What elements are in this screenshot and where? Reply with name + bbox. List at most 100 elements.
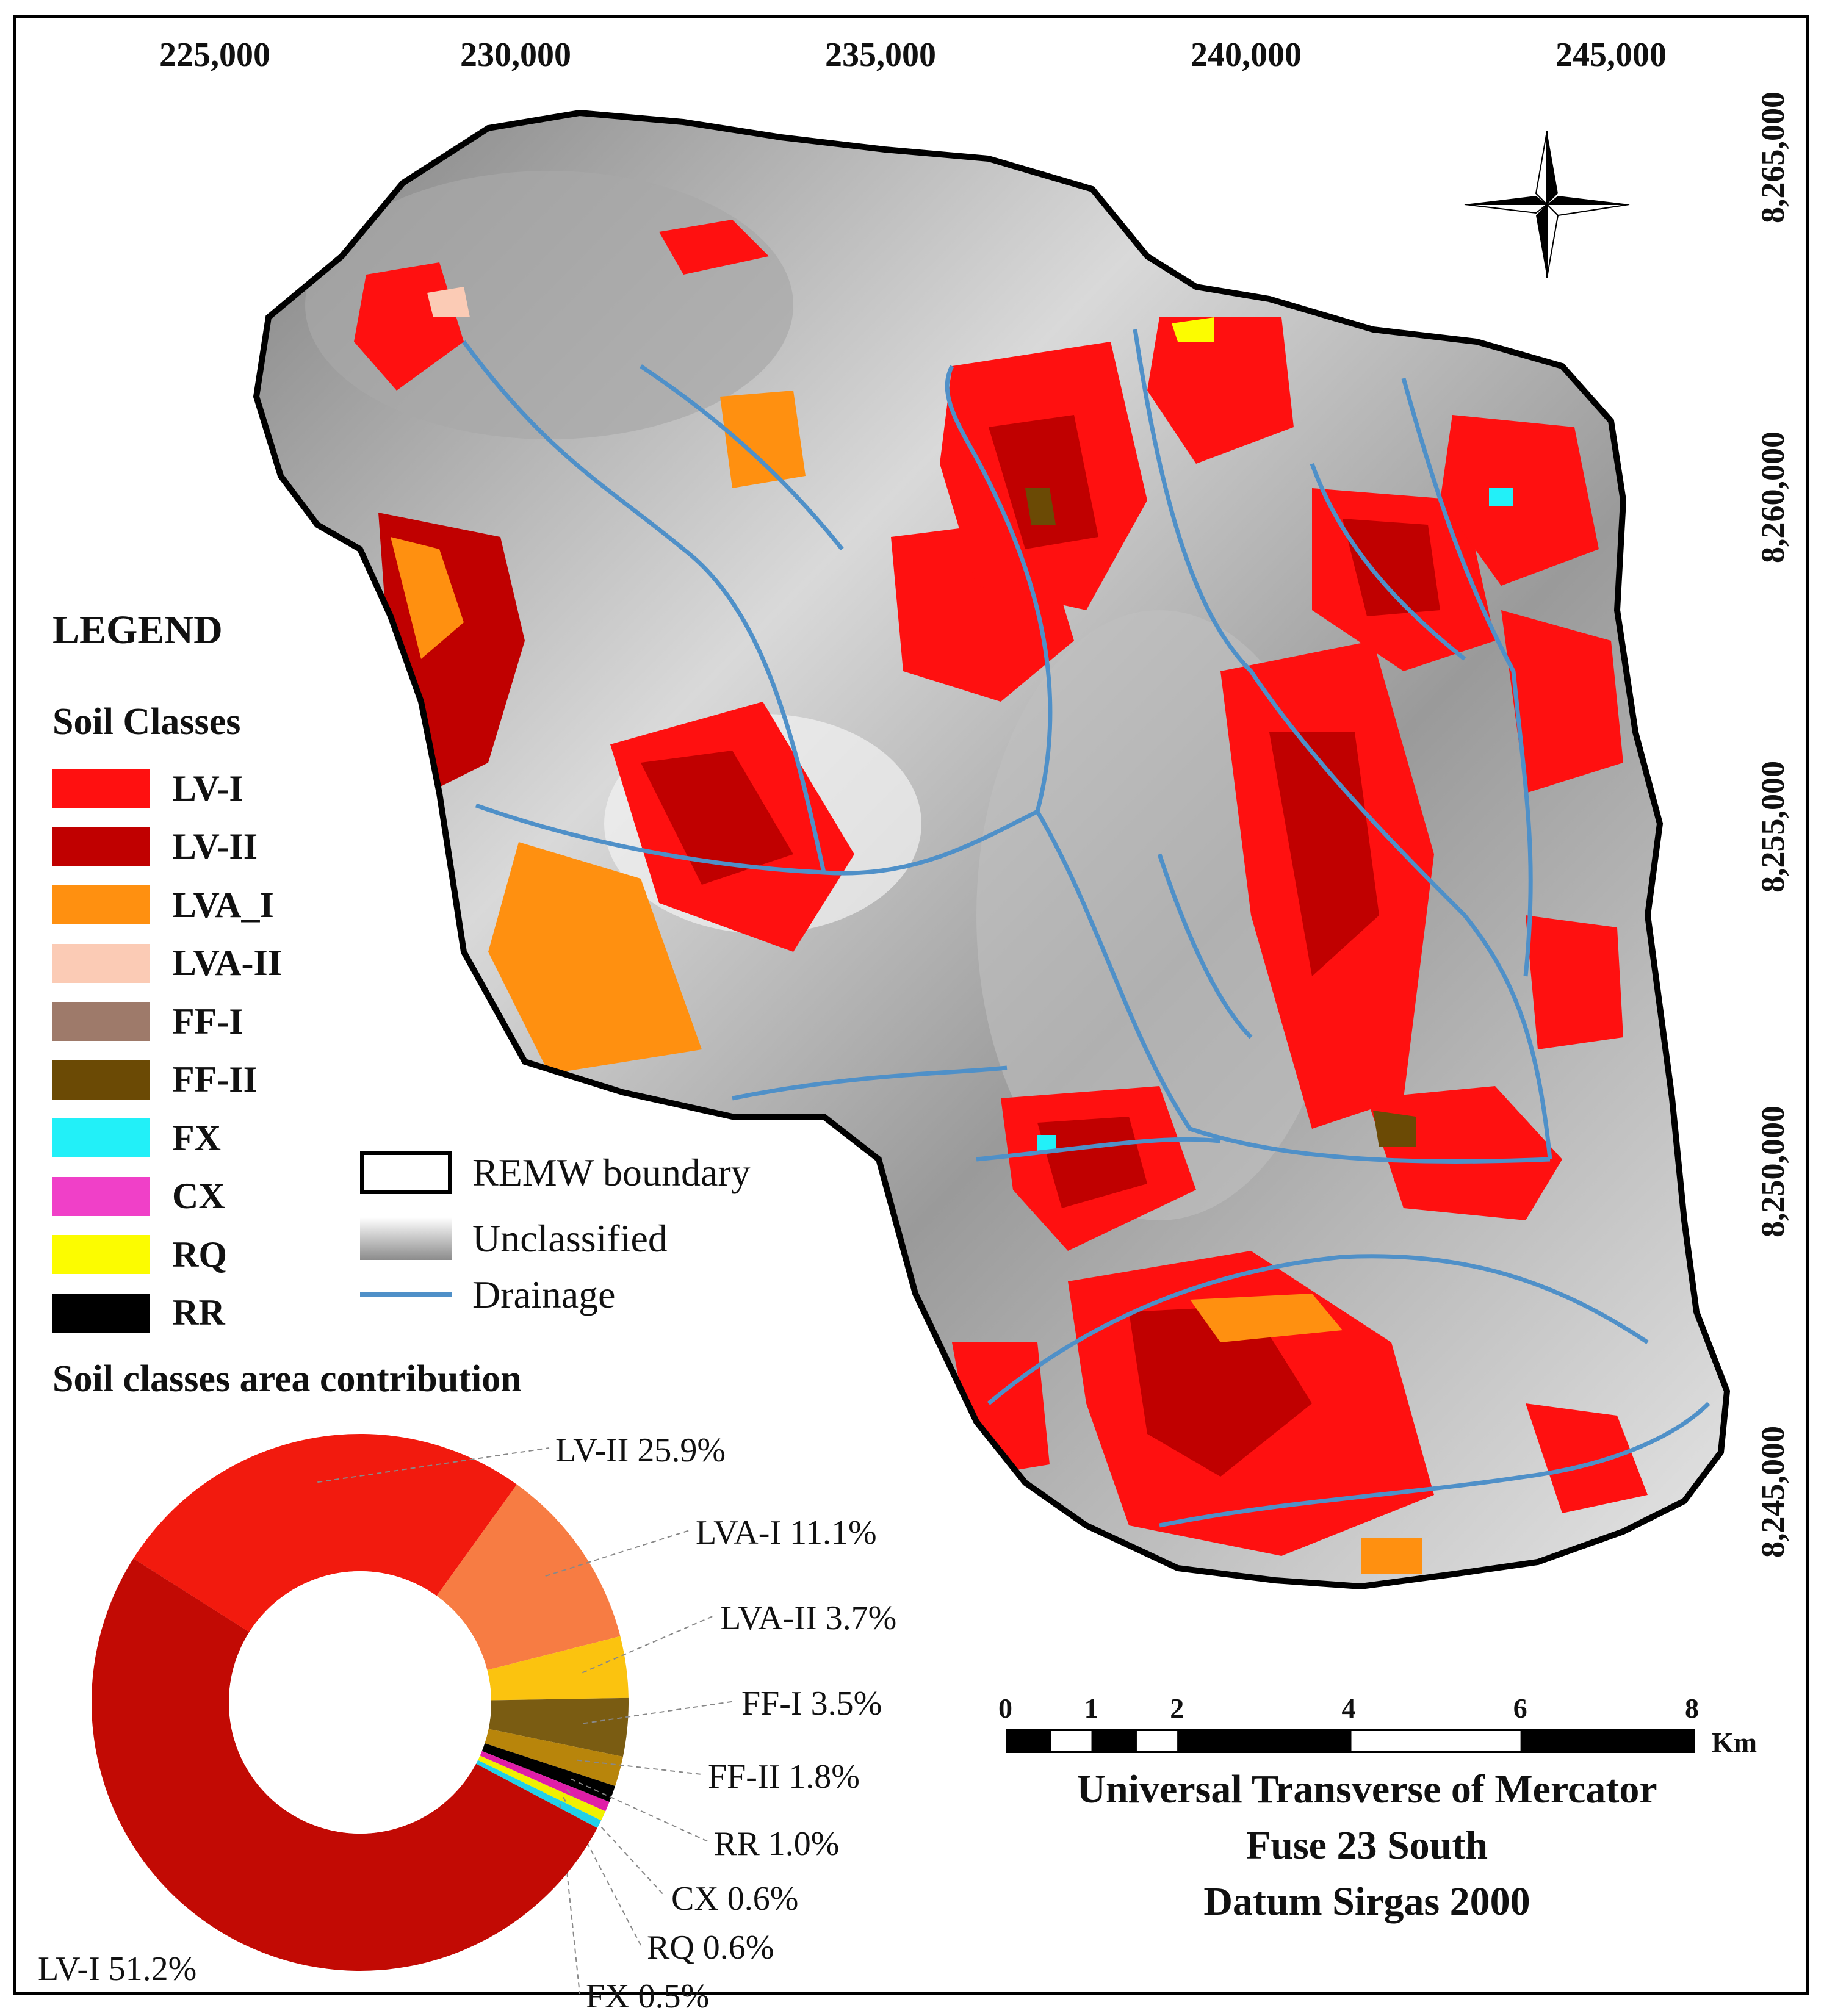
scale-segment	[1006, 1729, 1051, 1753]
coord-right-1: 8,265,000	[1754, 92, 1791, 223]
pie-slice	[133, 1434, 517, 1632]
pie-leader-line	[576, 1759, 702, 1775]
coord-right-3: 8,255,000	[1754, 761, 1791, 893]
legend-item-ff-i: FF-I	[52, 1000, 243, 1043]
legend-boundary: REMW boundary	[360, 1150, 751, 1195]
coord-top-1: 225,000	[159, 36, 270, 74]
legend-label: LVA_I	[172, 884, 274, 925]
map-frame	[13, 15, 1809, 1995]
legend-label: RQ	[172, 1234, 227, 1275]
pie-slice	[480, 1751, 610, 1812]
legend-item-lva-ii: LVA-II	[52, 942, 282, 985]
legend-swatch	[52, 827, 150, 866]
pie-leader-line	[582, 1615, 715, 1674]
legend-item-rq: RQ	[52, 1233, 227, 1276]
legend-swatch	[52, 769, 150, 808]
legend-item-lva-i: LVA_I	[52, 884, 274, 926]
legend-drainage: Drainage	[360, 1272, 616, 1317]
legend-label: FX	[172, 1117, 221, 1158]
pie-label: LVA-I 11.1%	[696, 1514, 877, 1552]
legend-item-lv-ii: LV-II	[52, 826, 258, 868]
donut-hole	[229, 1571, 491, 1834]
legend-title: LEGEND	[52, 608, 223, 652]
area-contribution-donut	[91, 1434, 736, 1995]
pie-label: FF-II 1.8%	[708, 1758, 860, 1796]
scale-tick-label: 6	[1513, 1693, 1527, 1724]
legend-item-rr: RR	[52, 1292, 225, 1334]
pie-slice	[478, 1755, 606, 1821]
legend-swatch	[52, 1293, 150, 1333]
pie-label: LV-I 51.2%	[38, 1950, 197, 1988]
legend-swatch	[52, 1060, 150, 1100]
boundary-box-icon	[360, 1151, 452, 1194]
scale-tick-label: 8	[1685, 1693, 1699, 1724]
legend-boundary-label: REMW boundary	[472, 1151, 751, 1194]
legend-label: FF-I	[172, 1001, 243, 1042]
coord-right-5: 8,245,000	[1754, 1426, 1791, 1558]
legend-label: LV-II	[172, 826, 258, 866]
coord-top-3: 235,000	[825, 36, 936, 74]
blue-line-icon	[360, 1273, 452, 1316]
legend-unclassified-label: Unclassified	[472, 1217, 668, 1260]
legend-label: RR	[172, 1292, 225, 1333]
pie-slice	[481, 1743, 616, 1802]
legend-item-lv-i: LV-I	[52, 767, 243, 810]
pie-leader-line	[559, 1804, 580, 1995]
legend-swatch	[52, 1176, 150, 1216]
pie-label: FX 0.5%	[586, 1978, 710, 2015]
scale-tick-label: 2	[1170, 1693, 1184, 1724]
scale-tick-label: 0	[998, 1693, 1012, 1724]
pie-label: RQ 0.6%	[647, 1929, 774, 1967]
pie-label: LV-II 25.9%	[555, 1431, 726, 1469]
pie-leader-line	[317, 1447, 550, 1483]
pie-label: RR 1.0%	[714, 1825, 840, 1863]
pie-slice	[91, 1558, 597, 1971]
projection-line-3: Datum Sirgas 2000	[1203, 1879, 1530, 1924]
pie-slice	[488, 1697, 629, 1757]
scale-segment	[1520, 1729, 1695, 1753]
scale-tick-label: 4	[1341, 1693, 1356, 1724]
projection-line-2: Fuse 23 South	[1245, 1823, 1488, 1868]
legend-swatch	[52, 1235, 150, 1274]
scale-tick-label: 1	[1084, 1693, 1098, 1724]
legend-label: LVA-II	[172, 943, 283, 983]
coord-top-4: 240,000	[1191, 36, 1302, 74]
soil-patches	[354, 220, 1648, 1574]
pie-label: LVA-II 3.7%	[720, 1599, 897, 1637]
coord-top-2: 230,000	[460, 36, 571, 74]
scale-segment	[1048, 1729, 1094, 1753]
scale-segment	[1177, 1729, 1352, 1753]
legend-swatch	[52, 1118, 150, 1157]
pie-slice	[476, 1760, 602, 1828]
legend-swatch	[52, 885, 150, 924]
scale-bar	[1006, 1729, 1695, 1753]
legend-swatch	[52, 1002, 150, 1041]
gray-gradient-swatch	[360, 1217, 452, 1260]
drainage-lines	[462, 329, 1710, 1528]
pie-slice	[487, 1636, 629, 1701]
legend-unclassified: Unclassified	[360, 1216, 668, 1261]
pie-slice	[485, 1729, 623, 1787]
pie-label: CX 0.6%	[671, 1880, 799, 1918]
pie-title: Soil classes area contribution	[52, 1358, 522, 1400]
pie-label: FF-I 3.5%	[741, 1685, 882, 1723]
pie-leader-line	[566, 1789, 666, 1897]
coord-right-2: 8,260,000	[1754, 431, 1791, 563]
legend-swatch	[52, 943, 150, 983]
compass-rose-icon	[1464, 131, 1630, 278]
coord-top-5: 245,000	[1555, 36, 1667, 74]
legend-item-ff-ii: FF-II	[52, 1059, 258, 1101]
pie-slice	[436, 1484, 621, 1671]
soil-classes-title: Soil Classes	[52, 701, 241, 743]
scale-unit: Km	[1712, 1727, 1757, 1758]
legend-label: LV-I	[172, 768, 243, 808]
legend-label: CX	[172, 1176, 225, 1216]
legend-label: FF-II	[172, 1059, 258, 1100]
projection-line-1: Universal Transverse of Mercator	[1076, 1767, 1657, 1812]
scale-segment	[1134, 1729, 1180, 1753]
legend-drainage-label: Drainage	[472, 1273, 616, 1316]
legend-item-fx: FX	[52, 1117, 221, 1159]
scale-segment	[1349, 1729, 1523, 1753]
coord-right-4: 8,250,000	[1754, 1106, 1791, 1237]
